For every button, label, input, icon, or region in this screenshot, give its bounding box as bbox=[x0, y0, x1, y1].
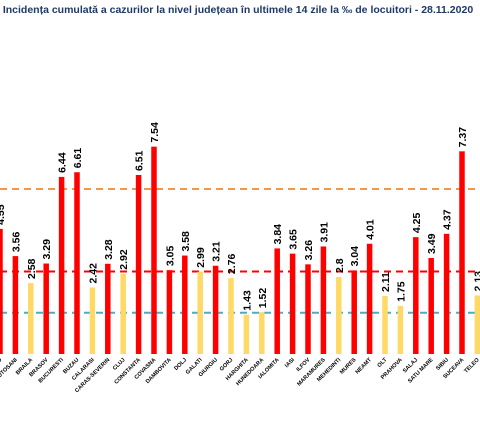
bar-salaj bbox=[413, 237, 419, 355]
value-label: 3.04 bbox=[349, 246, 361, 267]
value-label: 2.99 bbox=[195, 247, 207, 268]
value-label: 3.65 bbox=[288, 229, 300, 250]
value-label: 2.76 bbox=[226, 254, 238, 275]
bar-dolj bbox=[182, 255, 188, 354]
category-label: OLT bbox=[377, 357, 389, 369]
chart-title: Incidența cumulată a cazurilor la nivel … bbox=[3, 4, 473, 16]
value-labels-group: 4.553.56 2.583.29 6.44 6.61 2.42 3.28 2.92 6.51… bbox=[0, 122, 480, 311]
value-label: 3.58 bbox=[180, 231, 192, 252]
bar-suceava bbox=[459, 151, 465, 354]
bar-mehedinti bbox=[336, 277, 342, 354]
value-label: 3.26 bbox=[303, 240, 315, 261]
bar-ilfov bbox=[305, 264, 311, 354]
value-label: 1.43 bbox=[241, 290, 253, 311]
value-label: 4.37 bbox=[442, 209, 454, 230]
value-label: 3.49 bbox=[426, 233, 438, 254]
value-label: 7.37 bbox=[457, 127, 469, 148]
bar-teleo bbox=[474, 295, 480, 354]
bar-satu-mare bbox=[428, 258, 434, 354]
bar-olt bbox=[382, 295, 388, 354]
bar-calarasi bbox=[89, 287, 96, 354]
value-label: 2.11 bbox=[380, 272, 392, 292]
category-label: TELEO bbox=[463, 357, 480, 375]
value-label: 4.55 bbox=[0, 204, 7, 225]
bar-constanta bbox=[135, 174, 142, 354]
value-label: 3.56 bbox=[10, 232, 22, 253]
bar-braila bbox=[28, 283, 34, 354]
bar-maramures bbox=[320, 246, 327, 354]
value-label: 2.13 bbox=[472, 271, 480, 292]
value-label: 3.91 bbox=[318, 222, 330, 243]
bar-iasi bbox=[289, 253, 296, 355]
value-label: 6.51 bbox=[134, 150, 146, 171]
category-label: NEAMT bbox=[355, 357, 374, 376]
threshold-lines bbox=[0, 188, 480, 314]
bar-neamt bbox=[366, 243, 373, 354]
bar-dambovita bbox=[166, 270, 173, 355]
bar-caras-severin bbox=[105, 263, 111, 354]
value-label: 6.44 bbox=[57, 152, 69, 173]
value-label: 3.05 bbox=[164, 246, 176, 267]
bar-sibiu bbox=[443, 233, 450, 354]
value-label: 1.52 bbox=[257, 288, 269, 309]
value-label: 3.21 bbox=[211, 241, 223, 262]
value-label: 4.25 bbox=[411, 213, 423, 234]
bar-mures bbox=[351, 270, 357, 354]
value-label: 4.01 bbox=[365, 219, 377, 240]
bar-bistrita-nasaud bbox=[0, 228, 3, 355]
category-label: IASI bbox=[284, 357, 296, 369]
bar-harghita bbox=[243, 314, 250, 354]
value-label: 7.54 bbox=[149, 122, 161, 143]
bar-ialomita bbox=[274, 248, 280, 354]
bar-buzau bbox=[74, 172, 80, 354]
value-label: 2.42 bbox=[87, 263, 99, 284]
bar-covasna bbox=[151, 146, 157, 354]
value-label: 3.29 bbox=[41, 239, 53, 260]
value-label: 1.75 bbox=[395, 281, 407, 302]
value-label: 3.28 bbox=[103, 239, 115, 260]
bar-gorj bbox=[228, 278, 234, 354]
bar-giurgiu bbox=[212, 265, 219, 354]
value-label: 6.61 bbox=[72, 148, 84, 169]
bars-group bbox=[0, 146, 480, 355]
bar-botosani bbox=[12, 256, 19, 354]
value-label: 2.92 bbox=[118, 249, 130, 270]
value-label: 2.8 bbox=[334, 258, 346, 273]
bar-prahova bbox=[397, 305, 404, 355]
value-label: 2.58 bbox=[26, 258, 38, 279]
category-labels-group: BISTRITA-NASAUDBOTOSANIBRAILABRASOVBUCUR… bbox=[0, 357, 480, 398]
bar-brasov bbox=[43, 263, 49, 354]
bar-galati bbox=[197, 271, 203, 354]
value-label: 3.84 bbox=[272, 224, 284, 245]
bar-hunedoara bbox=[259, 312, 265, 354]
bar-bucuresti bbox=[58, 176, 65, 354]
bar-cluj bbox=[120, 273, 126, 354]
